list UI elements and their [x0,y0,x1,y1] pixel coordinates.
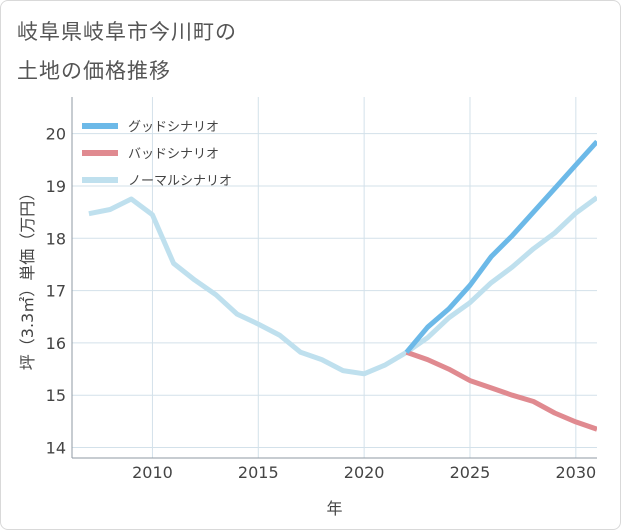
y-tick-label: 18 [46,229,66,248]
legend-label-0: グッドシナリオ [128,120,219,135]
y-tick-label: 20 [46,125,66,144]
y-axis-label: 坪（3.3㎡）単価（万円） [18,185,37,370]
chart-title-line-1: 岐阜県岐阜市今川町の [17,20,237,44]
plot-area [72,97,597,458]
x-tick-label: 2030 [555,463,596,482]
x-tick-label: 2025 [450,463,491,482]
x-tick-label: 2010 [132,463,173,482]
legend-label-2: ノーマルシナリオ [128,174,232,189]
chart-title-line-2: 土地の価格推移 [17,59,171,83]
y-tick-label: 14 [46,439,66,458]
x-axis-label: 年 [326,499,342,518]
series-line-2 [88,195,597,377]
x-tick-label: 2015 [238,463,279,482]
x-tick-label: 2020 [344,463,385,482]
series-line-0 [404,139,597,354]
y-tick-label: 17 [46,282,66,301]
series-line-1 [405,349,597,432]
legend-label-1: バッドシナリオ [128,147,219,162]
y-tick-label: 15 [46,386,66,405]
y-tick-label: 19 [46,177,66,196]
y-tick-label: 16 [46,334,66,353]
